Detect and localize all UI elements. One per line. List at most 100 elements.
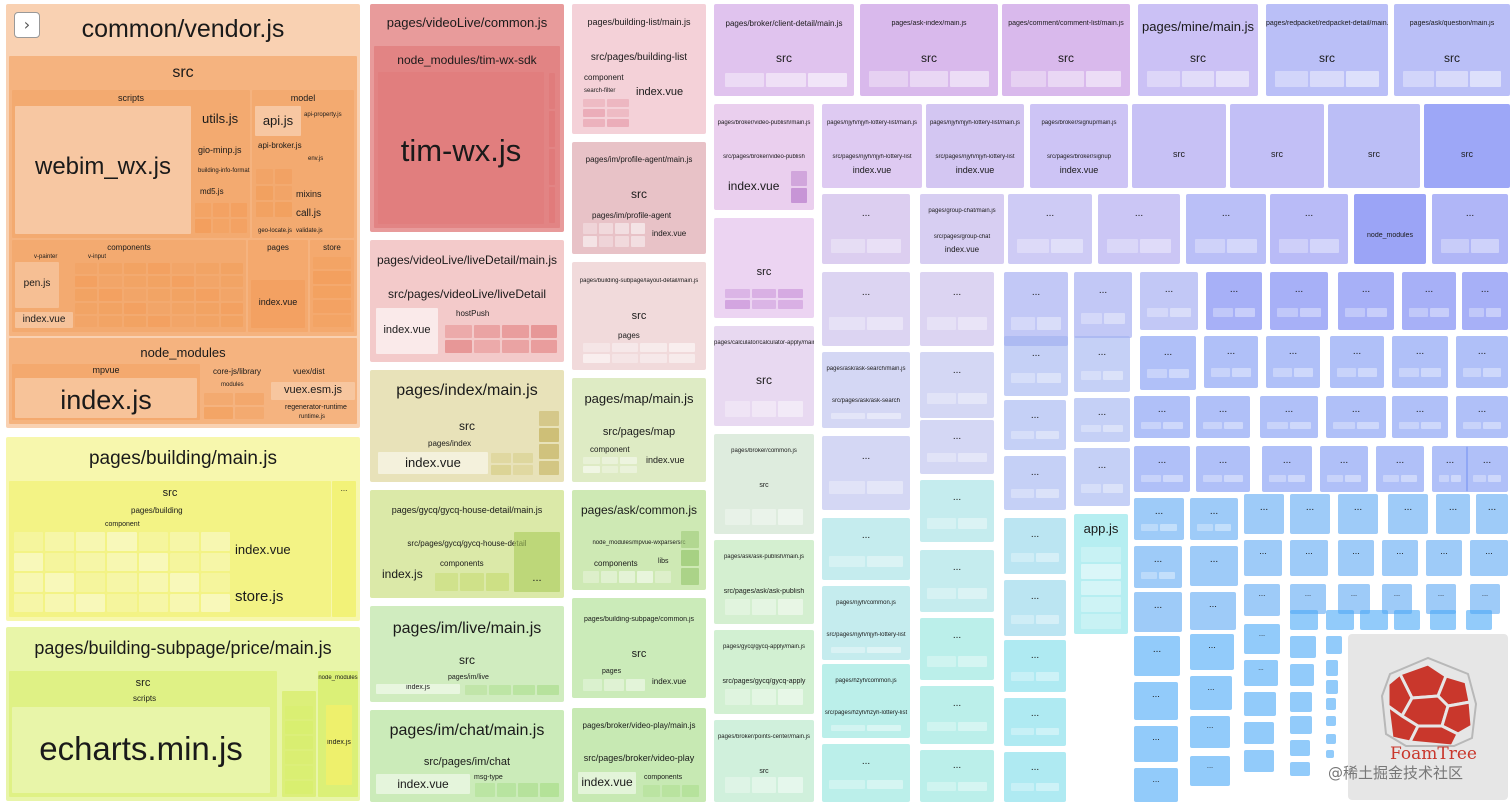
file-leaf[interactable] [473,340,500,353]
file-leaf[interactable] [172,302,195,314]
file-leaf[interactable] [1463,422,1481,429]
module-item[interactable]: ... [822,436,910,510]
file-leaf[interactable] [1163,474,1183,482]
file-leaf[interactable] [1213,307,1233,318]
folder-src[interactable]: src scripts echarts.min.js [9,671,277,797]
file-leaf[interactable] [681,531,699,548]
module-video-publish[interactable]: pages/broker/video-publish/main.js src/pa… [714,104,814,210]
expand-sidebar-button[interactable]: › [14,12,40,38]
file-leaf[interactable] [138,573,168,592]
file-leaf[interactable] [1036,727,1059,736]
file-leaf[interactable] [1147,307,1168,318]
module-item[interactable] [1290,762,1310,776]
file-leaf[interactable] [1463,368,1481,377]
module-small[interactable]: pages/ask/ask-publish/main.js src/pages/a… [714,540,814,624]
file-leaf[interactable] [138,593,168,612]
file-leaf[interactable] [169,593,199,612]
file-leaf[interactable] [235,407,264,419]
file-leaf[interactable] [681,568,699,585]
file-leaf[interactable] [831,647,865,653]
file-leaf[interactable] [643,785,661,797]
file-leaf[interactable] [1277,307,1298,318]
module-item[interactable]: ... [1260,396,1318,438]
file-leaf[interactable] [1141,524,1158,531]
module-item[interactable]: ... [920,618,994,680]
module-item[interactable]: ... [1134,446,1190,492]
module-small[interactable]: pages/broker/common.js src [714,434,814,534]
file-leaf[interactable] [1300,307,1321,318]
module-client-detail[interactable]: pages/broker/client-detail/main.js src [714,4,854,96]
module-im-chat[interactable]: pages/im/chat/main.js src/pages/im/chat in… [370,710,564,802]
file-leaf[interactable] [465,685,487,695]
file-leaf[interactable] [1011,431,1034,439]
file-leaf[interactable] [950,71,989,87]
file-leaf[interactable] [1358,368,1377,377]
folder-store[interactable]: store [310,240,354,332]
file-leaf[interactable] [1160,524,1177,531]
module-item[interactable]: pages/broker/signup/main.js src/pages/bro… [1030,104,1128,188]
file-leaf[interactable] [867,647,901,653]
module-live-detail[interactable]: pages/videoLive/liveDetail/main.js src/pa… [370,240,564,362]
file-leaf[interactable] [285,721,313,734]
module-item[interactable]: ... [1470,584,1500,614]
folder-tim-sdk[interactable]: node_modules/tim-wx-sdk tim-wx.js [374,46,560,228]
file-leaf[interactable] [1383,474,1399,482]
file-webim[interactable]: webim_wx.js [15,106,191,234]
file-leaf[interactable] [583,99,605,107]
module-item[interactable]: ... [1244,660,1278,686]
module-item[interactable]: ... [1330,336,1384,388]
file-leaf[interactable] [1310,239,1339,253]
module-videolive-common[interactable]: pages/videoLive/common.js node_modules/ti… [370,4,564,232]
file-leaf[interactable] [869,71,908,87]
module-item[interactable]: ... [920,750,994,802]
file-leaf[interactable] [76,593,106,612]
file-leaf[interactable] [1275,71,1309,87]
file-leaf[interactable] [958,782,987,791]
file-leaf[interactable] [76,552,106,571]
module-item[interactable] [1360,610,1388,630]
file-leaf[interactable] [220,263,243,275]
file-leaf[interactable] [445,340,472,353]
file-leaf[interactable] [1345,71,1379,87]
file-index-vue[interactable]: index.vue [378,452,488,474]
file-leaf[interactable] [1163,422,1183,429]
module-item[interactable]: ... [1140,272,1198,330]
file-leaf[interactable] [725,599,750,615]
module-item[interactable]: src [1132,104,1226,188]
file-leaf[interactable] [751,599,777,615]
file-leaf[interactable] [75,263,98,275]
module-item[interactable]: pages/njyh/common.js src/pages/njyh/njyh-… [822,586,910,660]
file-leaf[interactable] [45,573,75,592]
module-top[interactable]: pages/ask-index/main.js src [860,4,998,96]
file-leaf[interactable] [200,573,230,592]
file-leaf[interactable] [1357,422,1379,429]
file-leaf[interactable] [256,185,273,201]
file-leaf[interactable] [196,276,219,288]
file-leaf[interactable] [1290,422,1311,429]
file-leaf[interactable] [1081,547,1121,562]
file-leaf[interactable] [45,593,75,612]
file-index-js[interactable]: index.js [326,705,352,785]
file-leaf[interactable] [147,289,171,301]
file-leaf[interactable] [1037,373,1061,383]
module-item[interactable]: ... [1134,636,1180,676]
file-leaf[interactable] [1399,368,1419,377]
file-leaf[interactable] [778,599,803,615]
file-leaf[interactable] [169,573,199,592]
module-item[interactable]: src [1328,104,1420,188]
file-leaf[interactable] [1011,373,1035,383]
file-leaf[interactable] [631,223,645,234]
file-leaf[interactable] [958,588,987,599]
file-leaf[interactable] [147,276,171,288]
folder-src[interactable]: src scripts webim_wx.js utils.js gio-minp.js… [9,56,357,336]
file-leaf[interactable] [518,783,538,797]
file-leaf[interactable] [927,721,956,732]
file-leaf[interactable] [213,219,229,233]
file-leaf[interactable] [831,239,865,253]
file-leaf[interactable] [1337,368,1356,377]
file-leaf[interactable] [196,263,219,275]
folder-component[interactable] [282,691,316,797]
file-leaf[interactable] [927,392,956,404]
file-leaf[interactable] [1488,474,1501,482]
module-item[interactable]: ... [1392,336,1448,388]
